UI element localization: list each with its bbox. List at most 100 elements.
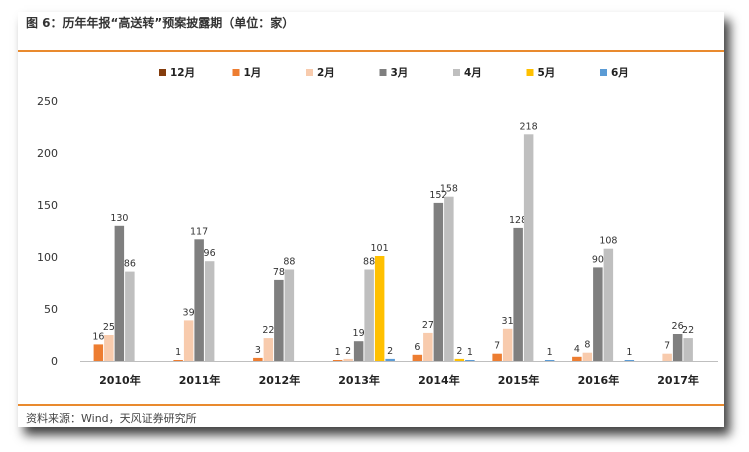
- data-label: 101: [371, 243, 389, 254]
- bar: [454, 358, 465, 361]
- bar: [465, 360, 475, 361]
- data-label: 27: [422, 320, 434, 331]
- x-category-label: 2013年: [338, 373, 380, 387]
- bar: [672, 334, 683, 361]
- y-tick-label: 50: [44, 303, 58, 316]
- data-label: 1: [467, 347, 473, 358]
- legend-swatch: [232, 69, 240, 76]
- bar: [513, 227, 523, 361]
- bar: [125, 271, 135, 361]
- data-label: 39: [183, 307, 195, 318]
- legend-label: 6月: [611, 67, 629, 79]
- data-label: 16: [92, 331, 104, 342]
- chart-title: 图 6：历年年报“高送转”预案披露期（单位：家）: [26, 16, 295, 30]
- x-category-label: 2016年: [578, 373, 620, 387]
- bar: [412, 354, 423, 361]
- title-divider: [18, 50, 724, 52]
- bar: [353, 341, 364, 361]
- legend-swatch: [526, 69, 534, 76]
- source-note: 资料来源：Wind，天风证券研究所: [26, 412, 197, 425]
- bar: [444, 196, 454, 361]
- data-label: 31: [502, 316, 514, 327]
- y-tick-label: 250: [37, 95, 58, 108]
- bar: [204, 261, 215, 361]
- bar: [183, 320, 194, 361]
- data-label: 78: [273, 267, 285, 278]
- bar: [624, 360, 635, 361]
- bar: [114, 225, 125, 361]
- legend-swatch: [379, 69, 387, 76]
- data-label: 128: [509, 215, 527, 226]
- data-label: 7: [494, 341, 500, 352]
- legend-swatch: [600, 69, 607, 76]
- data-label: 1: [626, 347, 632, 358]
- x-category-label: 2012年: [259, 373, 301, 387]
- data-label: 6: [414, 342, 420, 353]
- legend-label: 4月: [464, 67, 482, 79]
- data-label: 25: [103, 322, 115, 333]
- data-label: 2: [387, 346, 393, 357]
- chart-card: 图 6：历年年报“高送转”预案披露期（单位：家） 0 50 100 150 200 250…: [18, 12, 724, 427]
- bar: [385, 358, 395, 361]
- data-label: 86: [124, 259, 136, 270]
- data-label: 88: [363, 257, 375, 268]
- data-label: 90: [592, 254, 604, 265]
- bar: [274, 279, 284, 361]
- bar: [173, 360, 183, 361]
- y-tick-label: 200: [37, 147, 58, 160]
- bar: [523, 134, 534, 361]
- x-category-label: 2014年: [418, 373, 460, 387]
- bar: [194, 239, 204, 361]
- data-label: 26: [672, 321, 684, 332]
- bar: [374, 256, 385, 361]
- data-label: 4: [574, 344, 580, 355]
- legend-label: 12月: [170, 67, 195, 79]
- data-label: 2: [345, 346, 351, 357]
- bar: [572, 356, 582, 361]
- data-label: 88: [283, 257, 295, 268]
- data-label: 2: [456, 346, 462, 357]
- data-label: 117: [190, 226, 208, 237]
- data-label: 7: [664, 341, 670, 352]
- data-label: 130: [110, 213, 128, 224]
- bar: [253, 357, 263, 361]
- data-label: 152: [429, 190, 447, 201]
- data-label: 1: [547, 347, 553, 358]
- legend-swatch: [306, 69, 313, 76]
- data-label: 96: [204, 248, 216, 259]
- legend-swatch: [159, 69, 166, 76]
- x-category-label: 2010年: [99, 373, 141, 387]
- bar: [582, 352, 593, 361]
- bar: [343, 358, 353, 361]
- x-category-label: 2011年: [179, 373, 221, 387]
- bar: [433, 202, 444, 361]
- bar: [332, 360, 343, 361]
- data-label: 3: [255, 345, 261, 356]
- data-label: 22: [682, 325, 694, 336]
- y-tick-label: 150: [37, 199, 58, 212]
- bar: [263, 338, 274, 361]
- legend-label: 3月: [391, 67, 409, 79]
- data-label: 22: [262, 325, 274, 336]
- bar: [544, 360, 555, 361]
- x-category-label: 2017年: [657, 373, 699, 387]
- data-label: 158: [440, 184, 458, 195]
- legend-label: 5月: [538, 67, 556, 79]
- bar: [492, 353, 502, 361]
- bar: [662, 353, 672, 361]
- y-tick-label: 0: [51, 355, 58, 368]
- data-label: 8: [584, 340, 590, 351]
- data-label: 1: [335, 347, 341, 358]
- legend-swatch: [453, 69, 460, 76]
- data-label: 19: [353, 328, 365, 339]
- data-label: 218: [520, 121, 538, 132]
- y-tick-label: 100: [37, 251, 58, 264]
- bar: [284, 269, 295, 361]
- bar: [104, 335, 114, 361]
- legend-label: 1月: [244, 67, 262, 79]
- bar: [93, 344, 104, 361]
- data-label: 108: [599, 236, 617, 247]
- bar: [502, 328, 513, 361]
- bar: [603, 248, 614, 361]
